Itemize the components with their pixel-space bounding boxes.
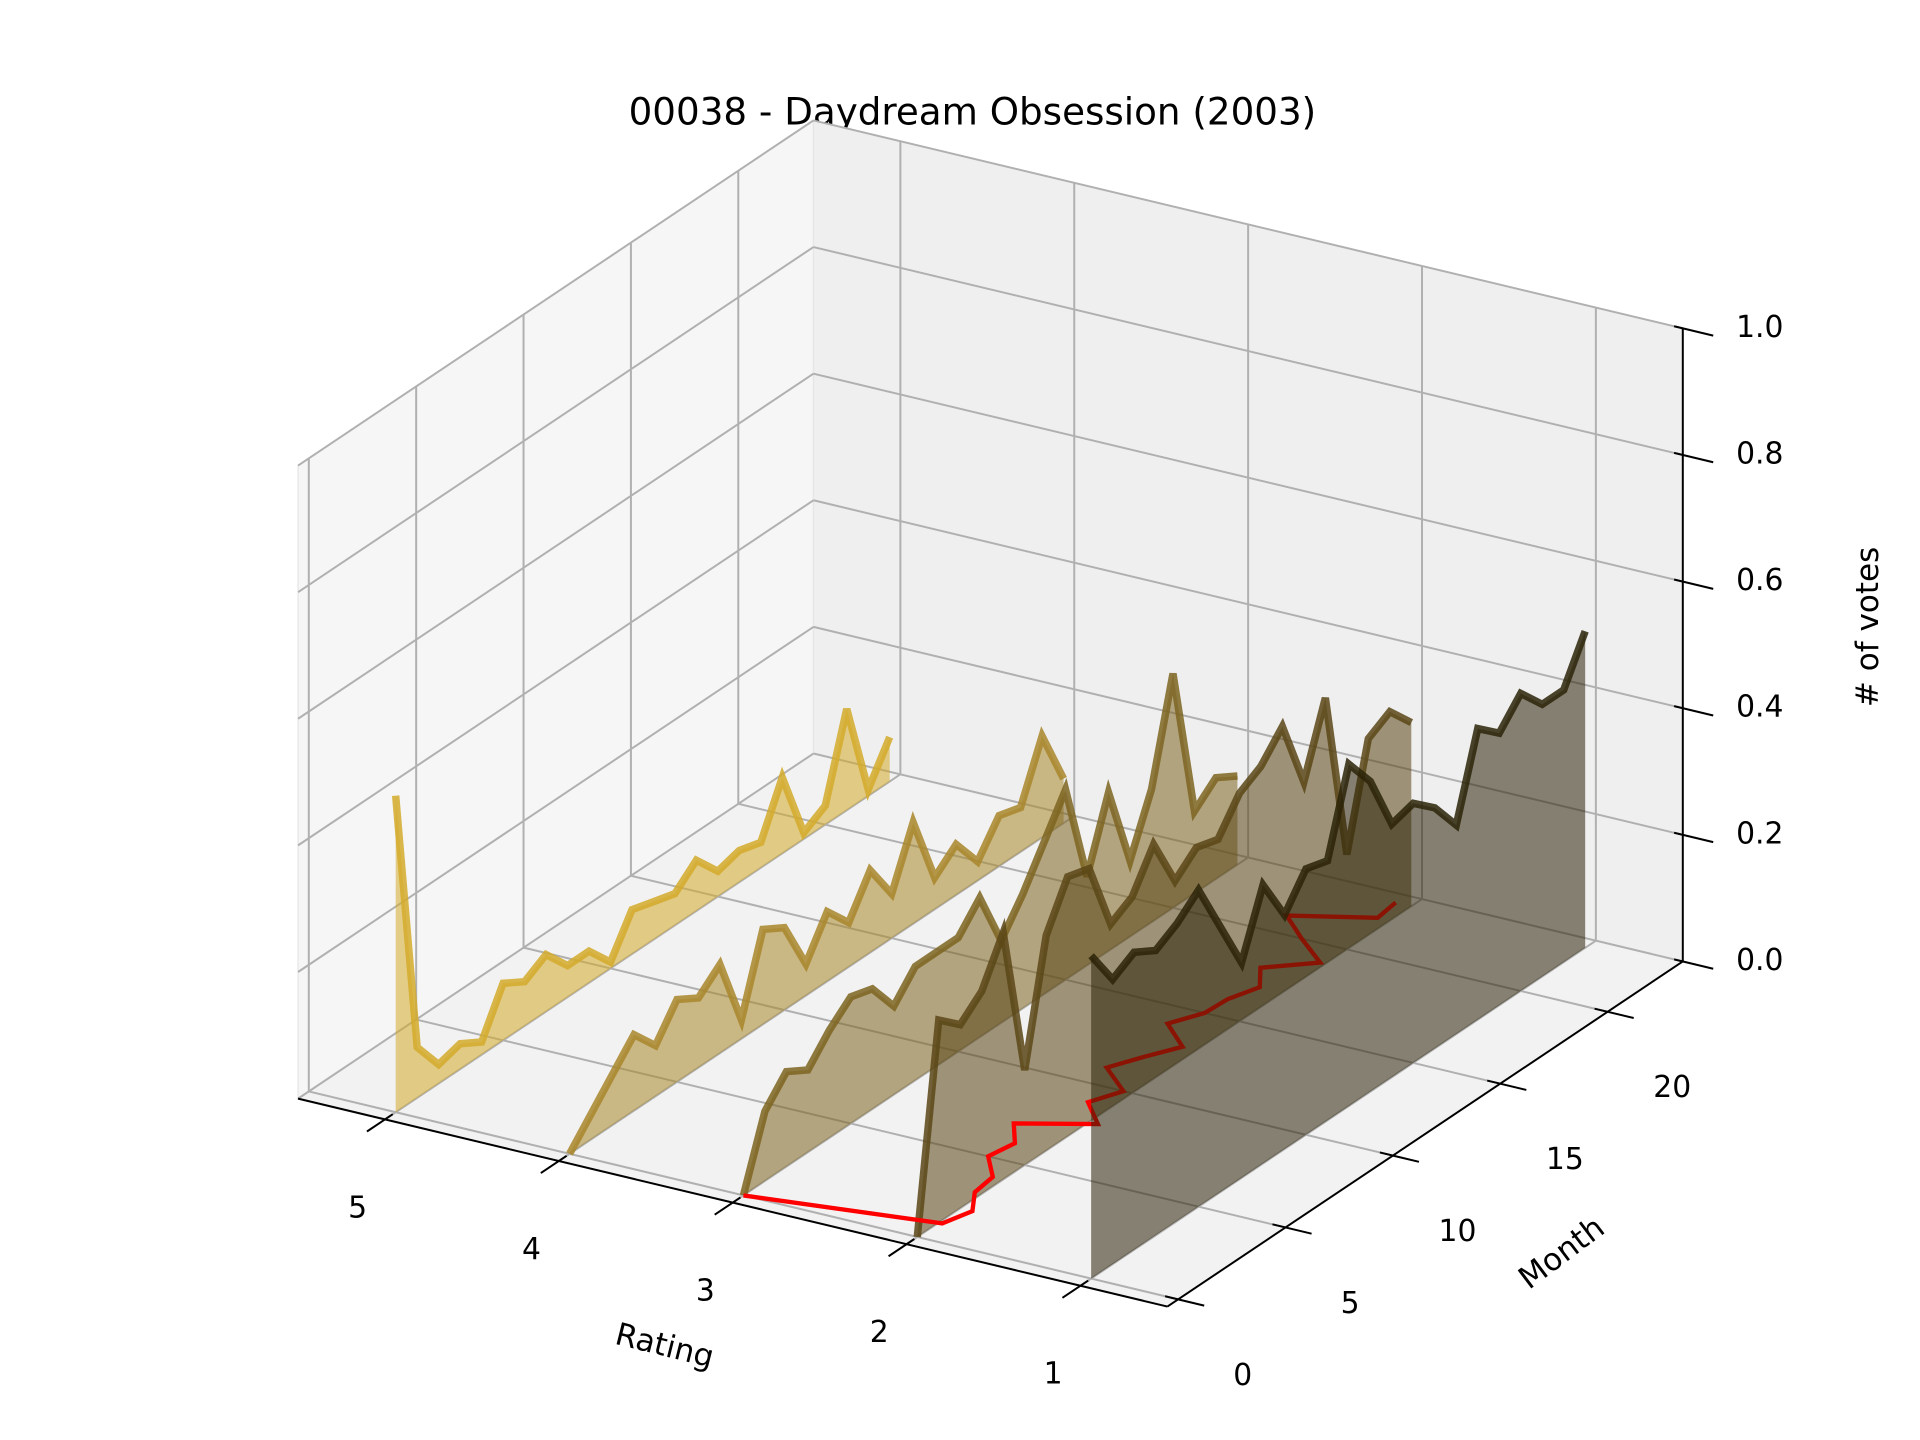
tick-mark	[1379, 1151, 1420, 1163]
grid-line	[297, 372, 815, 720]
z-tick-label: 1.0	[1736, 310, 1783, 345]
y-axis-label: Month	[1512, 1209, 1611, 1296]
y-tick-label: 0	[1233, 1358, 1252, 1393]
line	[913, 696, 1414, 1238]
tick-mark	[1673, 325, 1714, 337]
tick-mark	[1164, 1295, 1205, 1307]
tick-mark	[540, 1154, 568, 1174]
x-tick-label: 5	[348, 1190, 367, 1225]
y-tick-label: 15	[1546, 1142, 1584, 1177]
tick-mark	[1486, 1079, 1527, 1091]
area	[743, 673, 1238, 1196]
chart-title: 00038 - Daydream Obsession (2003)	[629, 90, 1317, 134]
grid-line	[297, 752, 815, 1100]
tick-mark	[888, 1238, 915, 1258]
grid-line	[813, 246, 1684, 456]
tick-mark	[714, 1196, 742, 1216]
x-tick-label: 2	[870, 1315, 889, 1350]
x-axis-label: Rating	[612, 1316, 718, 1375]
z-tick-label: 0.2	[1736, 816, 1783, 851]
grid-line	[813, 119, 1684, 330]
grid-line	[813, 372, 1684, 583]
tick-mark	[1673, 831, 1714, 844]
tick-mark	[1673, 578, 1714, 590]
grid-line	[813, 499, 1684, 710]
grid-line	[297, 246, 815, 593]
tick-mark	[1673, 451, 1714, 464]
grid-line	[297, 499, 815, 847]
y-tick-label: 10	[1439, 1214, 1477, 1249]
y-tick-label: 20	[1653, 1070, 1691, 1105]
line	[391, 707, 894, 1070]
y-axis-line	[1166, 960, 1684, 1308]
tick-mark	[1061, 1279, 1089, 1299]
x-tick-label: 1	[1044, 1357, 1063, 1392]
area	[1091, 631, 1586, 1279]
z-tick-label: 0.0	[1736, 943, 1783, 978]
line	[739, 672, 1238, 1197]
tick-mark	[1673, 958, 1714, 970]
tick-mark	[1594, 1007, 1634, 1019]
line	[1088, 629, 1589, 986]
z-tick-label: 0.4	[1736, 690, 1783, 725]
tick-mark	[1272, 1223, 1312, 1235]
area	[395, 708, 890, 1113]
grid-line	[297, 626, 815, 973]
x-tick-label: 4	[522, 1232, 541, 1267]
z-tick-label: 0.8	[1736, 436, 1783, 471]
tick-mark	[1673, 705, 1714, 717]
tick-mark	[366, 1113, 394, 1133]
grid-line	[297, 119, 815, 467]
line	[566, 726, 1067, 1156]
x-tick-label: 3	[696, 1273, 715, 1308]
y-tick-label: 5	[1341, 1286, 1360, 1321]
z-axis-label: # of votes	[1850, 547, 1886, 707]
z-tick-label: 0.6	[1736, 563, 1783, 598]
